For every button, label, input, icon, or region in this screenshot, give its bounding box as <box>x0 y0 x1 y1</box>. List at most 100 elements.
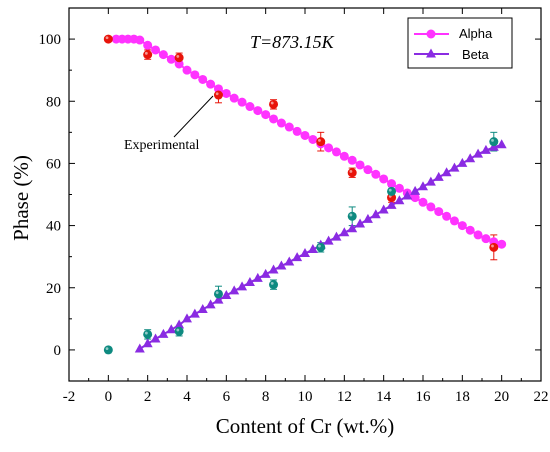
x-tick-label: 0 <box>105 389 113 405</box>
alpha-experimental-point-highlight <box>270 101 274 105</box>
alpha-marker <box>339 151 349 161</box>
alpha-marker <box>410 193 420 203</box>
beta-marker <box>300 248 310 258</box>
alpha-experimental-point <box>103 34 113 44</box>
alpha-marker <box>284 122 294 132</box>
alpha-experimental-point-highlight <box>176 55 180 58</box>
beta-marker <box>260 268 271 278</box>
alpha-marker <box>269 114 279 124</box>
x-tick-label: 10 <box>298 389 313 405</box>
temperature-annotation: T=873.15K <box>250 32 335 52</box>
beta-marker <box>323 235 334 245</box>
alpha-marker <box>442 211 452 221</box>
alpha-marker <box>174 59 184 69</box>
x-tick-label: 8 <box>262 389 270 405</box>
legend-beta-marker <box>426 48 436 58</box>
x-tick-label: 14 <box>376 389 392 405</box>
beta-marker <box>331 231 342 241</box>
beta-marker <box>134 343 145 353</box>
alpha-experimental-point <box>316 137 326 147</box>
alpha-marker <box>457 221 467 231</box>
beta-experimental-point <box>213 289 223 299</box>
alpha-marker <box>300 130 310 140</box>
beta-marker <box>480 144 491 154</box>
x-tick-label: 22 <box>534 389 549 405</box>
alpha-marker <box>261 110 271 120</box>
alpha-marker <box>292 126 302 136</box>
beta-marker <box>237 281 248 291</box>
alpha-marker <box>221 88 231 98</box>
y-tick-label: 100 <box>39 32 62 48</box>
alpha-experimental-point-highlight <box>349 170 353 173</box>
alpha-experimental-point <box>269 99 279 109</box>
alpha-marker <box>143 40 153 50</box>
beta-experimental-point <box>269 280 279 290</box>
beta-marker <box>205 299 216 309</box>
beta-marker <box>394 195 405 205</box>
beta-marker <box>284 256 295 266</box>
alpha-experimental-point <box>143 50 153 60</box>
alpha-marker <box>206 79 216 89</box>
beta-marker <box>410 185 421 195</box>
beta-marker <box>244 276 255 286</box>
alpha-marker <box>276 118 286 128</box>
beta-marker <box>378 204 389 214</box>
beta-experimental-point <box>174 326 184 336</box>
beta-marker <box>347 223 358 233</box>
alpha-experimental-point <box>489 242 499 252</box>
beta-marker <box>158 328 169 338</box>
beta-experimental-point <box>143 329 153 339</box>
beta-experimental-point-highlight <box>215 291 219 295</box>
beta-marker <box>166 324 177 334</box>
beta-experimental-point-highlight <box>491 138 494 142</box>
beta-marker <box>425 176 436 186</box>
y-tick-label: 0 <box>54 343 62 359</box>
beta-experimental-point <box>103 345 113 355</box>
alpha-marker <box>379 174 389 184</box>
beta-experimental-point <box>489 137 499 147</box>
alpha-marker <box>473 230 483 240</box>
beta-marker <box>370 209 381 219</box>
experimental-annotation: Experimental <box>124 138 200 153</box>
x-tick-label: 16 <box>416 389 432 405</box>
beta-marker <box>355 218 366 228</box>
legend-beta-label: Beta <box>462 47 490 62</box>
beta-marker <box>449 162 460 172</box>
x-axis-title: Content of Cr (wt.%) <box>216 414 394 438</box>
axis-ticks: -2 0 2 4 6 8 10 12 14 16 18 20 22 0 20 40 60 80 100 <box>39 7 549 405</box>
alpha-experimental-point <box>174 53 184 63</box>
beta-marker <box>221 290 232 300</box>
beta-marker <box>402 190 413 200</box>
x-tick-label: 4 <box>183 389 191 405</box>
beta-marker <box>182 313 192 323</box>
alpha-experimental-point-highlight <box>318 138 321 142</box>
beta-marker <box>174 319 185 329</box>
alpha-marker <box>245 102 255 112</box>
alpha-experimental-point-highlight <box>491 244 494 248</box>
x-tick-label: 2 <box>144 389 152 405</box>
beta-marker <box>418 181 428 191</box>
experimental-annotation-leader <box>173 95 214 138</box>
beta-marker <box>189 308 200 318</box>
alpha-marker <box>347 155 357 165</box>
beta-marker <box>292 252 303 262</box>
alpha-marker <box>308 134 318 144</box>
alpha-marker <box>481 234 491 244</box>
alpha-marker <box>355 160 365 170</box>
beta-marker <box>465 153 476 163</box>
alpha-marker <box>182 65 192 75</box>
series-markers <box>111 34 507 353</box>
alpha-marker <box>331 147 341 157</box>
alpha-marker <box>213 84 223 94</box>
x-tick-label: 6 <box>223 389 231 405</box>
beta-marker <box>307 244 318 254</box>
beta-marker <box>339 227 350 237</box>
legend-box <box>407 17 513 69</box>
alpha-marker <box>465 225 475 235</box>
alpha-marker <box>418 197 428 207</box>
alpha-marker <box>449 216 459 226</box>
beta-marker <box>229 285 240 295</box>
alpha-experimental-point <box>213 90 223 100</box>
x-tick-label: 12 <box>337 389 352 405</box>
